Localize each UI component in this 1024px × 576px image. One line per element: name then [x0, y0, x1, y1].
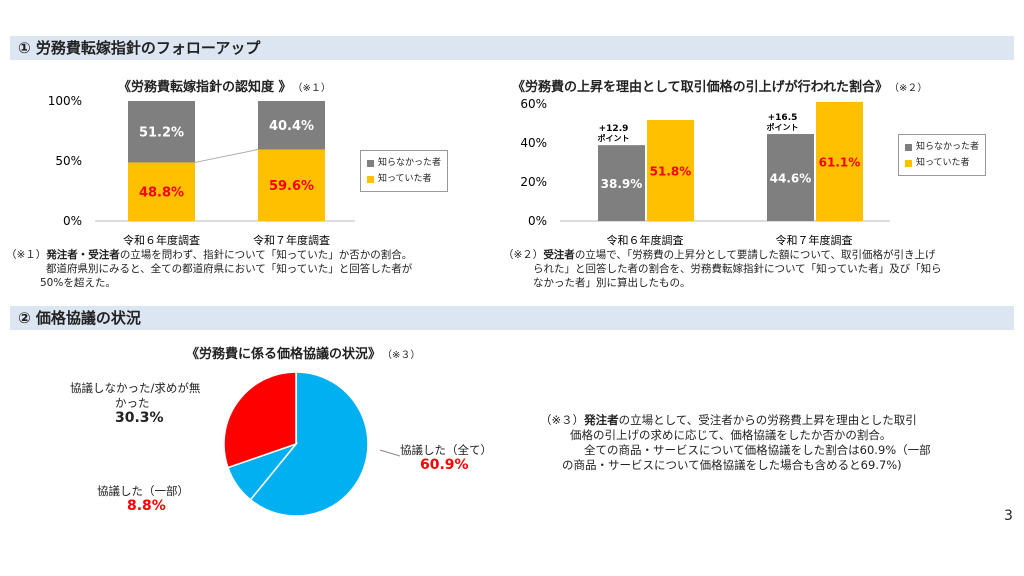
section-title: ① 労務費転嫁指針のフォローアップ [18, 39, 261, 57]
chart1: 100% 50% 0% 48.8% 51.2% 令和６年度調査 59.6% 40.4% 令和７年… [48, 94, 355, 247]
y-tick-label: 0% [528, 214, 547, 228]
leader-line [379, 449, 400, 457]
bar-unknown [258, 101, 325, 150]
x-tick-label: 令和７年度調査 [776, 233, 853, 247]
annotation-value: +12.9 [599, 124, 629, 134]
pie-label-all: 協議した（全て） 60.9% [400, 443, 492, 473]
chart3-title: 《労務費に係る価格協議の状況》 （※３） [186, 347, 421, 362]
data-label: 40.4% [269, 119, 314, 134]
bar-unknown [767, 134, 814, 221]
section-title: ② 価格協議の状況 [18, 309, 141, 327]
y-tick-label: 40% [520, 136, 547, 150]
annotation-value: +16.5 [768, 113, 798, 123]
chart1-title: 《労務費転嫁指針の認知度 》（※１） [118, 80, 331, 95]
pie-label-partial: 協議した（一部） 8.8% [97, 484, 189, 514]
data-label: 59.6% [269, 179, 314, 194]
y-tick-label: 0% [63, 214, 82, 228]
chart2: 60%40%20%0%38.9%+12.9ポイント51.8%令和６年度調査44.… [520, 97, 890, 247]
pie-slice [249, 371, 369, 517]
y-tick-label: 50% [55, 154, 82, 168]
data-label: 51.2% [139, 126, 184, 141]
chart2-legend: 知らなかった者 知っていた者 [898, 134, 987, 176]
y-tick-label: 100% [48, 94, 82, 108]
note-3: （※３）発注者の立場として、受注者からの労務費上昇を理由とした取引 価格の引上げ… [540, 413, 931, 472]
x-tick-label: 令和６年度調査 [607, 233, 684, 247]
legend-item: 知らなかった者 [367, 155, 441, 171]
bar-unknown [128, 101, 195, 163]
note-2: （※２）受注者の立場で、「労務費の上昇分として要請した額について、取引価格が引き… [503, 249, 942, 289]
connector-line [194, 148, 259, 163]
pie-slice [223, 371, 297, 469]
page-number: 3 [1004, 508, 1013, 524]
data-label: 61.1% [819, 155, 861, 169]
bar-known [258, 149, 325, 221]
legend-item: 知らなかった者 [905, 139, 979, 155]
note-1: （※１）発注者・受注者の立場を問わず、指針について「知っていた」か否かの割合。 … [6, 249, 413, 289]
x-tick-label: 令和７年度調査 [253, 233, 330, 247]
bar-unknown [598, 145, 645, 221]
section-header-2: ② 価格協議の状況 [10, 306, 1014, 330]
bar-known [816, 101, 863, 221]
legend-item: 知っていた者 [905, 155, 979, 171]
bar-known [128, 162, 195, 221]
section-header-1: ① 労務費転嫁指針のフォローアップ [10, 36, 1014, 60]
pie-label-none: 協議しなかった/求めが無 かった 30.3% [70, 381, 201, 426]
chart2-title: 《労務費の上昇を理由として取引価格の引上げが行われた割合》 （※２） [512, 80, 928, 95]
annotation-unit: ポイント [767, 122, 799, 132]
data-label: 44.6% [770, 172, 812, 186]
chart1-legend: 知らなかった者 知っていた者 [360, 150, 449, 192]
x-tick-label: 令和６年度調査 [123, 233, 200, 247]
y-tick-label: 60% [520, 97, 547, 111]
bar-known [647, 119, 694, 221]
annotation-unit: ポイント [598, 133, 630, 143]
data-label: 51.8% [650, 164, 692, 178]
legend-item: 知っていた者 [367, 171, 441, 187]
y-tick-label: 20% [520, 175, 547, 189]
data-label: 38.9% [601, 177, 643, 191]
chart3-pie [223, 371, 400, 517]
data-label: 48.8% [139, 186, 184, 201]
